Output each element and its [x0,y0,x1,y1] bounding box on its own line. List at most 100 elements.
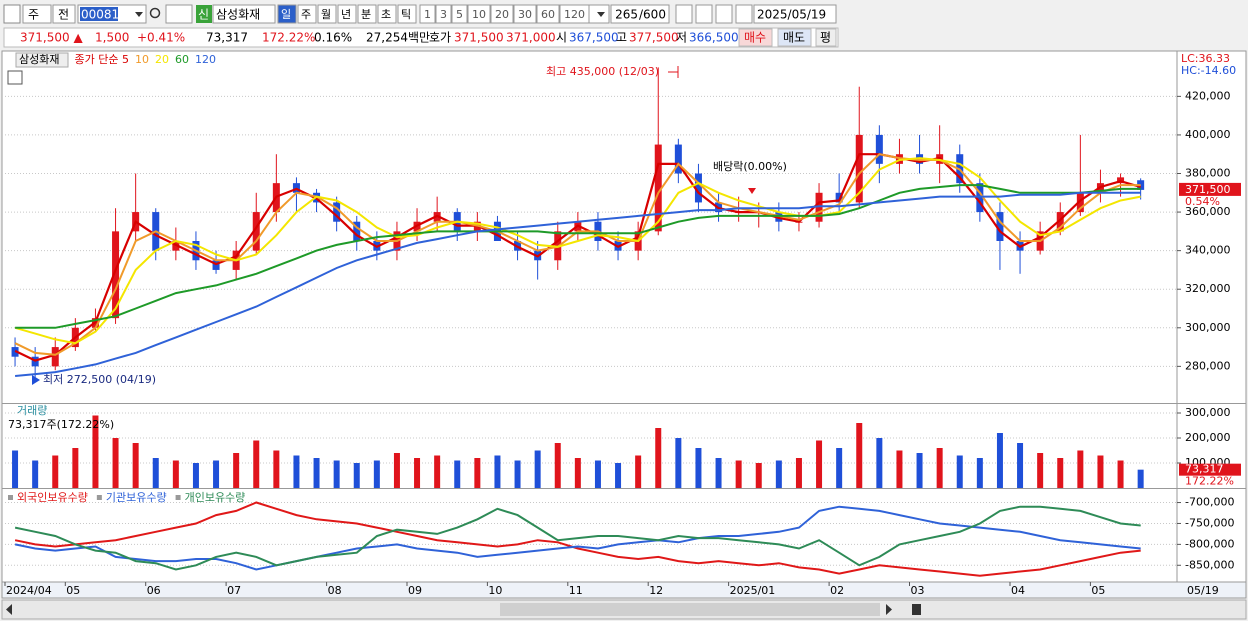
interval[interactable]: 5 [456,8,463,21]
candle-body [674,144,682,174]
volume-bar [152,458,159,488]
low-label: 저 [676,31,687,45]
quote-box [3,27,839,48]
volume-bar [916,453,923,488]
x-tick-label: 02 [830,584,844,597]
last-volume-tag [1179,463,1241,476]
interval[interactable]: 120 [564,8,585,21]
table-icon[interactable] [7,70,23,85]
unit[interactable]: 초 [381,8,391,21]
unit-button[interactable] [337,4,357,24]
tool-icon[interactable] [695,4,713,24]
avg[interactable]: 평 [820,31,831,45]
unit[interactable]: 분 [361,8,371,21]
save-icon[interactable] [715,4,733,24]
holding-line [14,501,1141,577]
y-tick-label: 280,000 [1185,359,1231,372]
y-tick-label: 300,000 [1185,321,1231,334]
legend-entry: 개인보유수량 [185,491,246,504]
search-icon[interactable] [149,7,161,19]
settings-icon[interactable] [735,4,753,24]
count-max: /600 [639,8,666,22]
unit-button[interactable] [377,4,397,24]
period-select[interactable] [22,4,52,24]
unit-button[interactable] [317,4,337,24]
interval-button[interactable] [435,4,452,24]
volume-bar [233,453,240,488]
scroll-thumb[interactable] [500,603,880,616]
volume-bar [574,458,581,488]
interval-button[interactable] [536,4,560,24]
buy-button[interactable] [738,28,773,47]
menu-icon[interactable] [3,4,21,24]
interval-button[interactable] [467,4,491,24]
volume-bar [192,463,199,488]
candle-body [654,144,662,232]
volume-bar [172,460,179,488]
avg-button[interactable] [815,28,837,47]
unit[interactable]: 주 [301,8,311,21]
interval[interactable]: 10 [472,8,486,21]
interval-button[interactable] [419,4,436,24]
x-tick-label: 10 [488,584,502,597]
volume-bar [494,455,501,488]
low: 366,500 [689,31,739,45]
volume-bar [836,448,843,488]
sell-button[interactable] [777,28,812,47]
change: 1,500 [95,31,129,45]
interval-button[interactable] [513,4,537,24]
x-tick-label: 05 [1091,584,1105,597]
interval[interactable]: 20 [495,8,509,21]
unit[interactable]: 틱 [401,8,411,21]
sell[interactable]: 매도 [783,31,805,45]
x-tick-label: 05 [66,584,80,597]
unit-button[interactable] [397,4,417,24]
unit[interactable]: 월 [321,8,331,21]
interval[interactable]: 3 [440,8,447,21]
legend-entry: 기관보유수량 [106,491,167,504]
unit-button[interactable] [277,4,297,24]
ma-line [15,184,1141,329]
candle-body [976,183,984,213]
volume-bar [534,450,541,488]
tool-icon[interactable] [675,4,693,24]
interval[interactable]: 1 [424,8,431,21]
date-box[interactable] [753,4,837,24]
new-badge-box [196,5,212,23]
new-badge: 신 [198,8,209,22]
unit-button[interactable] [357,4,377,24]
interval-button[interactable] [451,4,468,24]
unit[interactable]: 년 [341,8,351,21]
count-box [610,4,670,24]
volume-bar [615,463,622,488]
volume-bar [414,458,421,488]
buy[interactable]: 매수 [744,31,766,45]
interval-button[interactable] [490,4,514,24]
volume-bar [434,455,441,488]
interval-button[interactable] [559,4,590,24]
ma-line [14,157,1141,345]
sound-icon[interactable] [165,4,193,24]
open: 367,500 [569,31,619,45]
legend-entry: 20 [155,53,169,66]
legend-entry: 외국인보유수량 [17,491,88,504]
scroll-right[interactable] [886,604,892,615]
stop-button[interactable] [912,604,921,615]
scroll-left[interactable] [6,604,12,615]
dropdown-arrow [135,12,143,17]
ma-line [14,153,1141,356]
interval[interactable]: 30 [518,8,532,21]
chart-title: 삼성화재 [19,53,59,66]
volume-bar [52,455,59,488]
dividend-marker [748,188,756,194]
turnover: 0.16% [314,31,352,45]
volume-bar [454,460,461,488]
y-tick-label: 420,000 [1185,89,1231,102]
unit[interactable]: 일 [281,7,291,21]
market-select[interactable] [52,4,76,24]
ma-line [14,153,1142,362]
y-tick-label: 320,000 [1185,282,1231,295]
unit-button[interactable] [297,4,317,24]
volume-bar [514,460,521,488]
interval[interactable]: 60 [541,8,555,21]
